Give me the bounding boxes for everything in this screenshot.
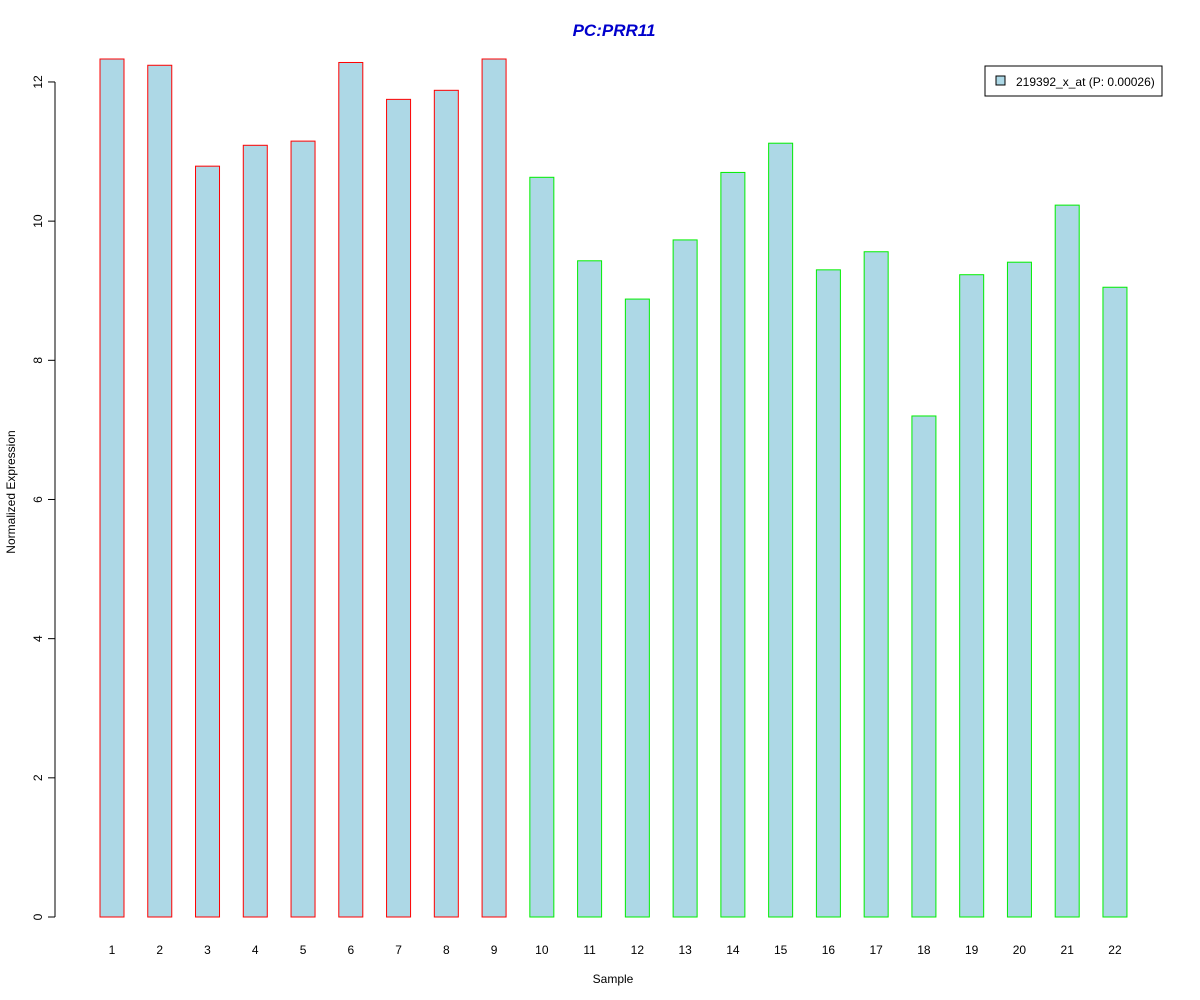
bar-sample-19: [959, 274, 985, 918]
bar-sample-4: [242, 144, 268, 918]
x-tick-label: 10: [535, 943, 549, 957]
x-tick-label: 13: [678, 943, 692, 957]
y-tick-label: 10: [31, 214, 45, 228]
x-tick-label: 9: [491, 943, 498, 957]
y-tick-label: 6: [31, 496, 45, 503]
chart-title: PC:PRR11: [573, 21, 656, 40]
bars-group: [99, 58, 1128, 918]
x-tick-label: 15: [774, 943, 788, 957]
bar-sample-1: [99, 58, 125, 918]
x-tick-label: 5: [300, 943, 307, 957]
x-tick-label: 17: [869, 943, 883, 957]
bar-sample-16: [815, 269, 841, 918]
x-tick-label: 4: [252, 943, 259, 957]
y-tick-label: 0: [31, 913, 45, 920]
x-tick-label: 18: [917, 943, 931, 957]
bar-sample-21: [1054, 204, 1080, 918]
x-tick-label: 8: [443, 943, 450, 957]
bar-sample-9: [481, 58, 507, 918]
bar-sample-2: [147, 64, 173, 918]
y-axis-label: Normalized Expression: [4, 430, 18, 553]
bar-sample-13: [672, 239, 698, 918]
bar-sample-20: [1006, 261, 1032, 918]
y-tick-label: 2: [31, 774, 45, 781]
x-tick-label: 6: [347, 943, 354, 957]
bar-sample-17: [863, 251, 889, 918]
y-tick-label: 4: [31, 635, 45, 642]
y-tick-label: 8: [31, 357, 45, 364]
legend-swatch: [995, 75, 1006, 86]
bar-sample-18: [911, 415, 937, 918]
y-axis: 0 2 4 6 8 10 12: [31, 75, 56, 920]
bar-sample-22: [1102, 286, 1128, 918]
x-tick-label: 11: [583, 943, 596, 957]
x-axis-label: Sample: [593, 972, 634, 986]
bar-sample-15: [768, 142, 794, 918]
x-tick-label: 12: [631, 943, 645, 957]
bar-sample-3: [195, 165, 221, 918]
legend-box: [984, 65, 1163, 97]
x-tick-label: 3: [204, 943, 211, 957]
x-tick-label: 22: [1108, 943, 1122, 957]
bar-sample-6: [338, 61, 364, 918]
x-tick-label: 21: [1061, 943, 1075, 957]
legend: 219392_x_at (P: 0.00026): [984, 65, 1163, 97]
x-tick-label: 19: [965, 943, 979, 957]
bar-sample-11: [577, 260, 603, 918]
bar-sample-5: [290, 140, 316, 918]
legend-entry: 219392_x_at (P: 0.00026): [1016, 75, 1155, 89]
x-tick-label: 20: [1013, 943, 1027, 957]
x-axis: 1 2 3 4 5 6 7 8 9 10 11 12 13 14 15 16 17 18 19 20 21 22: [109, 943, 1122, 957]
bar-sample-7: [386, 98, 412, 918]
bar-sample-8: [433, 89, 459, 918]
x-tick-label: 2: [156, 943, 163, 957]
x-tick-label: 1: [109, 943, 116, 957]
bar-sample-10: [529, 176, 555, 918]
x-tick-label: 7: [395, 943, 402, 957]
y-tick-label: 12: [31, 75, 45, 89]
x-tick-label: 14: [726, 943, 740, 957]
x-tick-label: 16: [822, 943, 836, 957]
bar-sample-12: [624, 298, 650, 918]
bar-sample-14: [720, 171, 746, 918]
